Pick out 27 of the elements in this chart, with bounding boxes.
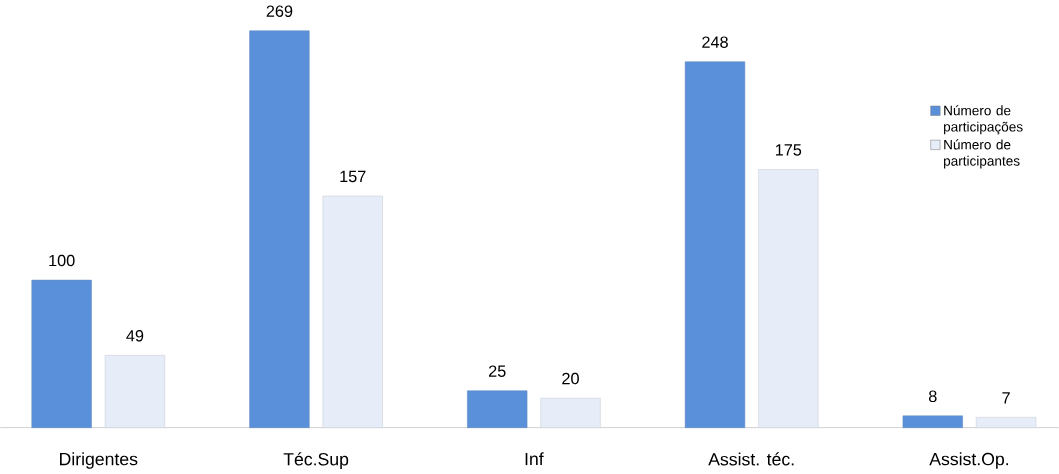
data-label: 49 (126, 329, 144, 342)
legend-label: Número de participações (944, 105, 1023, 135)
data-label: 269 (266, 5, 293, 17)
data-label: 157 (340, 170, 366, 182)
bar (322, 195, 383, 428)
bar (249, 30, 310, 428)
x-tick-label: Dirigentes (60, 452, 138, 469)
bar (975, 416, 1037, 428)
data-label: 20 (562, 372, 579, 385)
data-label: 25 (489, 365, 506, 377)
x-tick-label: Assist.Op. (929, 452, 1009, 469)
data-label: 175 (775, 144, 802, 156)
bar (467, 390, 528, 428)
data-label: 7 (1002, 392, 1010, 404)
x-tick-label: Inf (525, 452, 544, 465)
x-tick-label: Téc.Sup (283, 452, 349, 469)
bar (104, 354, 166, 428)
x-tick-label: Assist. téc. (708, 452, 794, 466)
bar (684, 61, 746, 428)
data-label: 248 (702, 36, 728, 48)
bar (31, 279, 92, 428)
legend-label: Número de participantes (944, 139, 1020, 169)
bar (902, 415, 963, 428)
bar (758, 169, 819, 428)
bar (540, 397, 601, 428)
data-label: 100 (49, 254, 75, 267)
data-label: 8 (928, 390, 937, 402)
